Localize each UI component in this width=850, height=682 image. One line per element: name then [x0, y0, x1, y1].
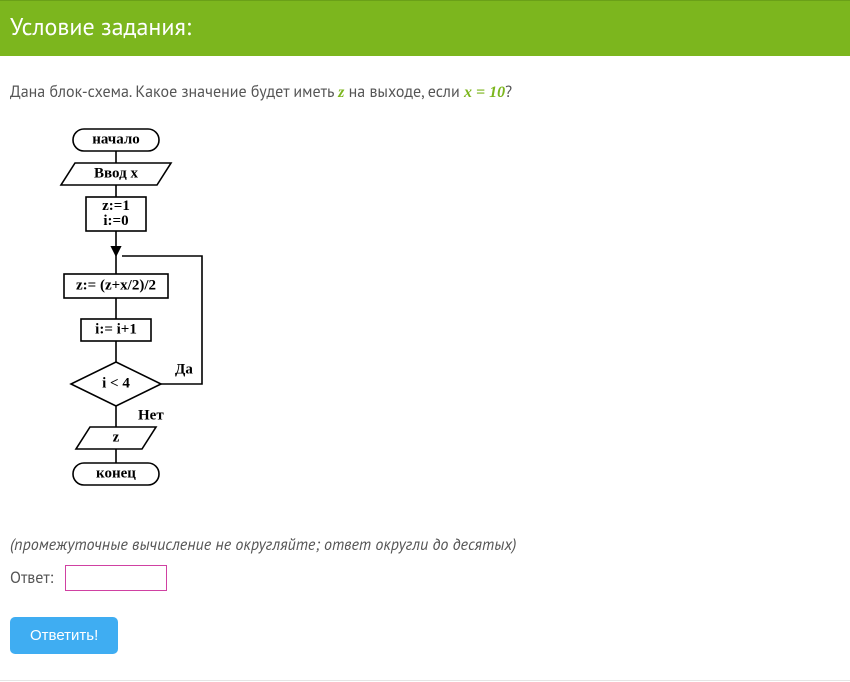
question-suffix: ?: [505, 82, 512, 102]
svg-text:конец: конец: [96, 465, 136, 481]
svg-text:z: z: [113, 429, 120, 445]
svg-text:Нет: Нет: [138, 407, 164, 423]
svg-text:i < 4: i < 4: [102, 375, 130, 391]
svg-text:i:= i+1: i:= i+1: [95, 321, 137, 337]
task-body: Дана блок-схема. Какое значение будет им…: [0, 56, 850, 681]
svg-text:i:=0: i:=0: [103, 213, 128, 229]
submit-button[interactable]: Ответить!: [10, 617, 118, 654]
answer-input[interactable]: [65, 565, 167, 591]
task-header-title: Условие задания:: [10, 11, 191, 42]
flowchart-diagram: Да Нет начало Ввод x z:=1i:=0 z:= (z+x/2)/2 i:…: [24, 126, 840, 511]
hint-text: (промежуточные вычисление не округляйте;…: [10, 535, 840, 555]
svg-text:Ввод x: Ввод x: [94, 165, 138, 181]
answer-label: Ответ:: [10, 568, 53, 588]
question-eq: x = 10: [464, 84, 505, 101]
answer-row: Ответ:: [10, 565, 840, 591]
svg-text:Да: Да: [175, 361, 193, 377]
svg-text:z:=1: z:=1: [102, 198, 130, 214]
question-prefix: Дана блок-схема. Какое значение будет им…: [10, 82, 338, 102]
question-mid: на выходе, если: [344, 82, 464, 102]
svg-text:начало: начало: [92, 131, 140, 147]
question-text: Дана блок-схема. Какое значение будет им…: [10, 82, 840, 102]
svg-text:z:= (z+x/2)/2: z:= (z+x/2)/2: [76, 277, 156, 293]
task-header: Условие задания:: [0, 0, 850, 56]
